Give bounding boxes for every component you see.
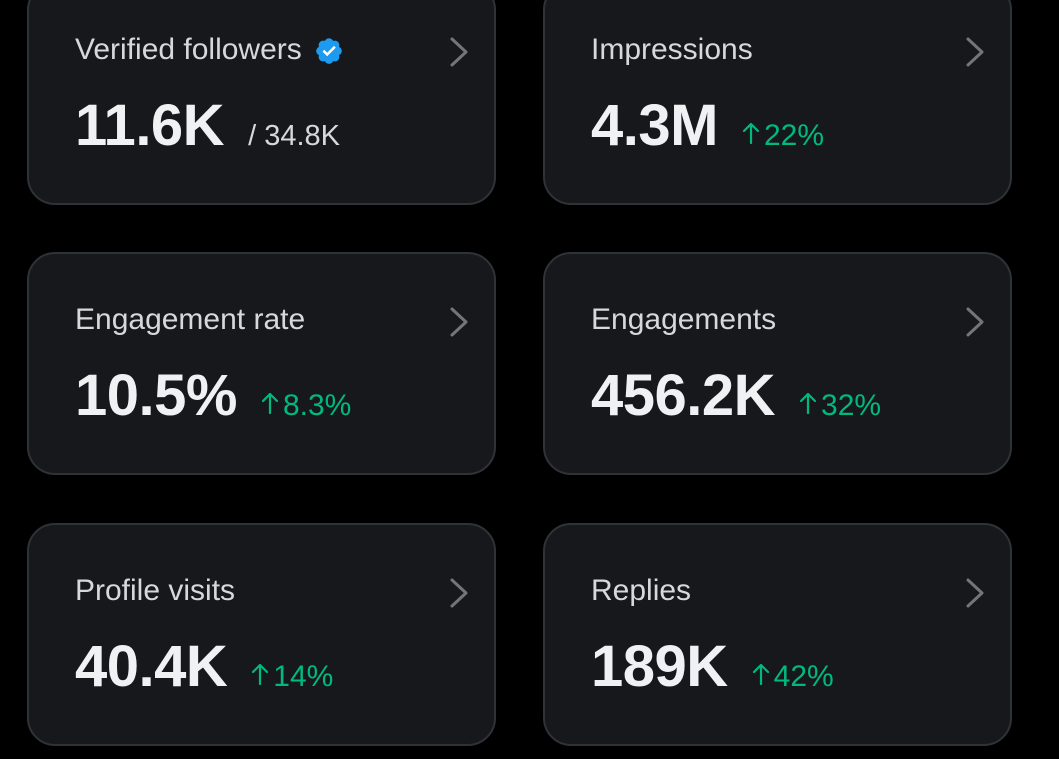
metric-value: 40.4K — [75, 634, 228, 699]
metric-value: 10.5% — [75, 363, 237, 428]
chevron-right-icon[interactable] — [448, 577, 470, 609]
metric-card-profile-visits[interactable]: Profile visits 40.4K 14% — [27, 523, 496, 746]
metric-change: 14% — [251, 660, 333, 694]
metric-title-text: Engagement rate — [75, 303, 306, 336]
metric-value: 4.3M — [591, 93, 718, 158]
metric-value-row: 4.3M 22% — [591, 92, 824, 160]
chevron-right-icon[interactable] — [964, 306, 986, 338]
metric-change: 22% — [742, 119, 824, 153]
metric-value-row: 11.6K / 34.8K — [75, 92, 340, 160]
metric-change-value: 8.3% — [282, 389, 352, 422]
chevron-right-icon[interactable] — [964, 36, 986, 68]
chevron-right-icon[interactable] — [964, 577, 986, 609]
metric-card-impressions[interactable]: Impressions 4.3M 22% — [543, 0, 1012, 205]
metric-title-text: Impressions — [591, 33, 753, 66]
metric-title: Engagement rate — [75, 302, 305, 338]
metric-title: Replies — [591, 573, 691, 609]
metric-title: Verified followers — [75, 32, 344, 68]
metric-card-verified-followers[interactable]: Verified followers 11.6K / 34.8K — [27, 0, 496, 205]
metric-value-row: 456.2K 32% — [591, 362, 881, 430]
metric-card-engagement-rate[interactable]: Engagement rate 10.5% 8.3% — [27, 252, 496, 475]
metric-title-text: Engagements — [591, 303, 777, 336]
metric-change-value: 42% — [773, 660, 834, 693]
metric-change-value: 14% — [273, 660, 334, 693]
metric-title: Engagements — [591, 302, 776, 338]
metric-title-text: Profile visits — [75, 574, 236, 607]
metric-change: 42% — [752, 660, 834, 694]
metric-change-value: 22% — [763, 119, 824, 152]
metric-value: 456.2K — [591, 363, 776, 428]
metric-change: 8.3% — [261, 389, 351, 423]
arrow-up-icon — [252, 663, 269, 686]
metric-title-text: Verified followers — [75, 33, 302, 66]
arrow-up-icon — [742, 122, 760, 145]
arrow-up-icon — [752, 663, 769, 686]
arrow-up-icon — [261, 392, 279, 415]
metric-value-row: 189K 42% — [591, 633, 834, 701]
metric-value: 11.6K — [75, 93, 225, 158]
metric-title: Profile visits — [75, 573, 235, 609]
metric-value-row: 10.5% 8.3% — [75, 362, 351, 430]
arrow-up-icon — [799, 392, 817, 415]
metric-value-row: 40.4K 14% — [75, 633, 333, 701]
metric-title-text: Replies — [591, 574, 692, 607]
verified-badge-icon — [315, 38, 342, 64]
metric-card-replies[interactable]: Replies 189K 42% — [543, 523, 1012, 746]
chevron-right-icon[interactable] — [448, 306, 470, 338]
metric-value: 189K — [591, 634, 728, 699]
metric-change-value: 32% — [821, 389, 882, 422]
metric-card-engagements[interactable]: Engagements 456.2K 32% — [543, 252, 1012, 475]
chevron-right-icon[interactable] — [448, 36, 470, 68]
metric-total: / 34.8K — [248, 120, 340, 152]
metric-title: Impressions — [591, 32, 753, 68]
metric-change: 32% — [799, 389, 881, 423]
